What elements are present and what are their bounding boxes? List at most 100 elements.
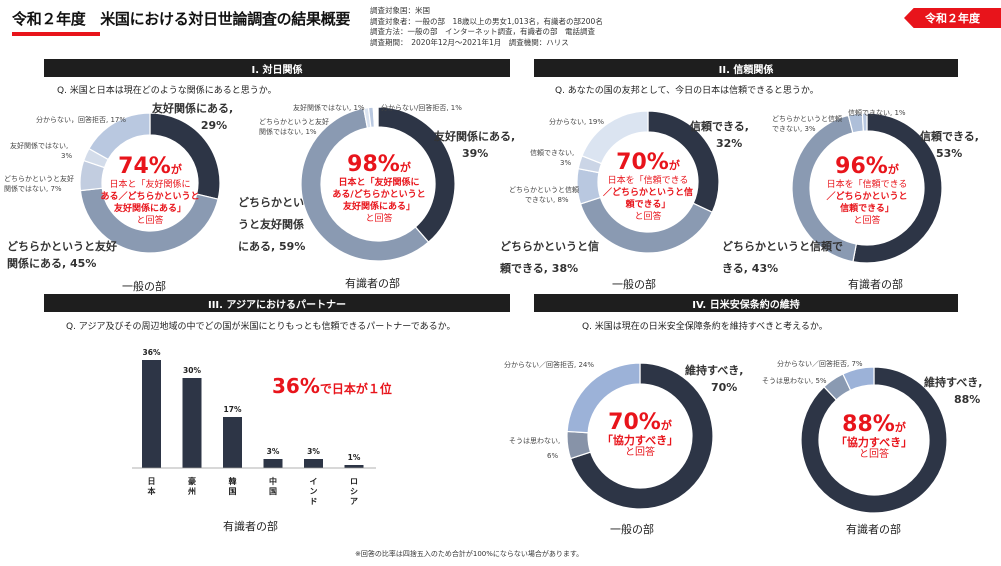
donut-chart-relations-experts [300,106,456,262]
label-line: そうは思わない, [509,437,561,445]
label-line: 信頼できない, [530,149,575,157]
label-line: どちらかというと友好 [4,175,74,183]
center-percent: 70% [616,150,669,175]
bar-category-label: 日 [148,477,156,486]
bar-value-label: 3% [267,447,280,456]
bar [304,459,323,468]
center-line-4: と回答 [853,216,881,226]
bar-category-label: ロ [350,477,358,486]
center-percent: 70% [608,410,661,435]
center-suffix: が [660,419,672,432]
headline-text: で日本が１位 [319,382,392,396]
bar-chart-headline: 36%で日本が１位 [272,374,392,398]
donut-chart-relations-general [79,112,221,254]
slice-label: そうは思わない, 6% [509,436,560,461]
center-line-2: ／どちらかというと信 [602,188,693,198]
label-line: 信頼できる, [690,120,749,133]
bar-category-label: 国 [229,486,237,496]
survey-info: 調査対象国：米国 調査対象者：一般の部 18歳以上の男女1,013名，有識者の部… [370,6,603,48]
center-line-3: 友好関係にある」 [113,204,186,214]
label-line: どちらかというと信 [500,240,599,253]
slice-label: 分からない，回答拒否, 17% [36,116,127,124]
question-trust: Q. あなたの国の友邦として、今日の日本は信頼できると思うか。 [555,86,819,96]
label-line: 頼できる, 38% [500,262,579,275]
donut-slice [372,106,379,128]
label-line: 信頼できる, [920,130,979,143]
chart-caption: 有識者の部 [846,523,901,536]
center-line-4: と回答 [136,216,164,226]
label-line: どちらかというと信頼 [772,115,842,123]
slice-label: 維持すべき, 70% [685,362,743,396]
section-header-relations: I. 対日関係 [44,59,510,77]
bar [263,459,283,468]
donut-center-text: 88%が 「協力すべき」 と回答 [820,412,928,461]
chart-caption: 一般の部 [610,523,654,536]
chart-caption: 一般の部 [122,280,166,293]
donut-slice [581,110,649,165]
center-line-3: 信頼できる」 [840,204,894,214]
slice-label: どちらかというと信頼 できない, 8% [509,185,579,205]
bar-value-label: 36% [143,348,161,357]
donut-center-text: 70%が 「協力すべき」 と回答 [586,410,694,459]
center-percent: 88% [842,412,895,437]
slice-label: 分からない／回答拒否, 24% [504,361,595,369]
page-title: 令和２年度 米国における対日世論調査の結果概要 [12,10,351,28]
section-header-security-treaty: IV. 日米安保条約の維持 [534,294,958,312]
slice-label: 信頼できない, 3% [530,148,574,168]
donut-slice [566,362,641,434]
label-line: 関係ではない, 7% [4,185,62,193]
label-line: 39% [462,147,489,160]
center-line-4: と回答 [365,214,393,224]
label-line: 関係ではない, 1% [259,128,317,136]
slice-label: 友好関係にある, 39% [434,128,515,162]
year-badge: 令和２年度 [904,8,1001,28]
center-line-2: と回答 [859,449,889,460]
slice-label: 分からない/回答拒否, 1% [381,104,462,112]
center-suffix: が [170,163,182,176]
slice-label: どちらかというと友好 関係ではない, 1% [259,117,329,137]
label-line: できない, 8% [525,196,569,204]
donut-chart-treaty-general [566,362,714,510]
donut-center-text: 74%が 日本と「友好関係に ある／どちらかというと 友好関係にある」 と回答 [86,154,214,227]
donut-slice [79,187,219,254]
survey-line: 調査対象者：一般の部 18歳以上の男女1,013名，有識者の部200名 [370,16,603,26]
donut-center-text: 96%が 日本を「信頼できる ／どちらかというと 信頼できる」 と回答 [805,154,929,227]
label-line: 29% [200,119,228,132]
donut-slice [861,112,868,132]
label-line: 維持すべき, [685,364,744,377]
bar-category-label: ア [350,497,358,506]
bar-chart-asia-partner: 36% 日本 30% 豪州 17% 韓国 3% 中国 3% インド 1% ロシア [132,348,376,506]
bar-category-label: 豪 [188,476,196,486]
label-line: できない, 3% [772,125,816,133]
bar-category-label: 本 [147,486,156,496]
label-line: 70% [711,381,738,394]
label-line: どちらかというと友好 [7,240,117,253]
label-line: どちらかというと信頼 [509,186,579,194]
label-line: 53% [936,147,963,160]
donut-center-text: 98%が 日本と「友好関係に ある/どちらかというと 友好関係にある」 と回答 [316,152,442,225]
chart-caption: 有識者の部 [345,277,400,290]
section-header-asia-partner: III. アジアにおけるパートナー [44,294,510,312]
bar-category-label: ド [310,497,318,506]
slice-label: 友好関係にある, 29% [152,100,233,134]
donut-slice [300,107,430,262]
slice-label: 分からない／回答拒否, 7% [777,360,863,368]
bar [344,465,364,468]
slice-label: 信頼できない, 1% [848,109,906,117]
question-security-treaty: Q. 米国は現在の日米安全保障条約を維持すべきと考えるか。 [582,322,828,332]
section-header-trust: II. 信頼関係 [534,59,958,77]
label-line: 6% [547,452,559,460]
label-line: 関係にある, 45% [7,257,97,270]
footnote: ※回答の比率は四捨五入のため合計が100%にならない場合があります。 [355,550,584,558]
center-line-1: 「協力すべき」 [601,434,679,447]
center-line-1: 日本と「友好関係に [338,178,420,188]
label-line: 維持すべき, [924,376,983,389]
slice-label: そうは思わない, 5% [762,377,827,385]
bar [142,360,161,468]
donut-chart-trust-experts [791,112,943,264]
survey-line: 調査期間： 2020年12月～2021年1月 調査機関：ハリス [370,37,569,47]
bar-value-label: 17% [224,405,242,414]
center-line-1: 「協力すべき」 [835,436,913,449]
bar-category-label: ン [310,487,318,496]
bar [223,417,242,468]
